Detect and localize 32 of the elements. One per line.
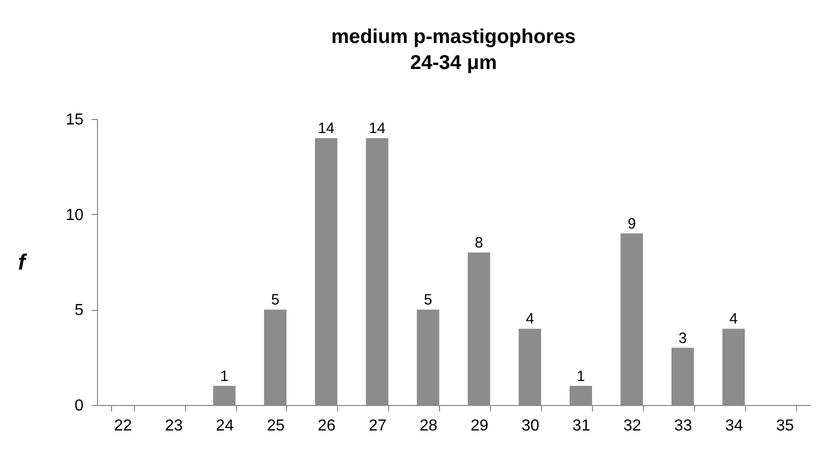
y-axis-title: f (18, 250, 28, 274)
y-tick-label: 15 (66, 112, 84, 128)
data-label: 5 (271, 292, 280, 309)
x-tick-label: 31 (572, 418, 590, 434)
x-tick-label: 22 (114, 418, 132, 434)
x-tick-label: 29 (470, 418, 488, 434)
chart-subtitle: 24-34 μm (410, 52, 497, 74)
data-label: 3 (678, 330, 687, 347)
data-label: 4 (526, 310, 534, 328)
x-tick-label: 23 (164, 418, 183, 434)
x-tick-label: 26 (318, 418, 336, 434)
x-tick-label: 30 (521, 418, 540, 434)
x-tick-label: 32 (623, 418, 642, 434)
chart-title: medium p-mastigophores (331, 26, 576, 48)
data-label: 14 (368, 120, 386, 138)
y-tick-label: 5 (74, 302, 84, 320)
data-label: 1 (220, 368, 228, 385)
x-tick-label: 27 (368, 418, 387, 434)
data-label: 8 (474, 234, 484, 252)
data-label: 1 (576, 368, 585, 385)
y-tick-label: 10 (66, 206, 84, 224)
x-tick-label: 33 (674, 418, 692, 434)
x-tick-label: 24 (216, 418, 234, 434)
data-label: 5 (424, 292, 432, 309)
data-label: 4 (729, 310, 738, 328)
x-tick-label: 35 (776, 418, 794, 434)
data-label: 14 (318, 120, 335, 138)
data-label: 9 (628, 215, 636, 232)
x-tick-label: 34 (725, 418, 744, 434)
y-tick-label: 0 (74, 398, 84, 414)
x-tick-label: 25 (266, 418, 285, 434)
x-tick-label: 28 (420, 418, 438, 434)
